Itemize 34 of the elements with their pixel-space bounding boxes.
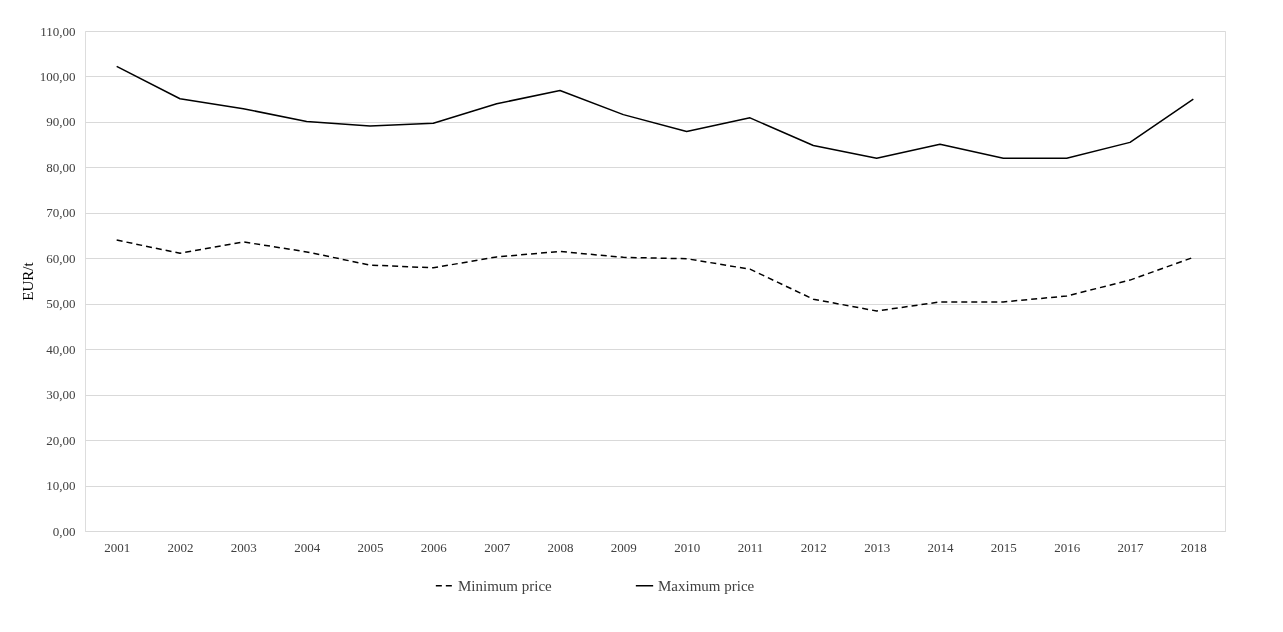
x-tick-label: 2014	[927, 539, 954, 555]
y-tick-label: 110,00	[40, 23, 76, 39]
x-tick-label: 2005	[357, 539, 384, 555]
y-tick-label: 90,00	[46, 114, 76, 130]
legend-label: Minimum price	[458, 577, 553, 594]
y-tick-label: 100,00	[39, 68, 76, 84]
y-tick-label: 0,00	[52, 523, 76, 539]
x-tick-label: 2008	[547, 539, 574, 555]
y-tick-label: 30,00	[46, 387, 76, 403]
x-tick-label: 2010	[674, 539, 701, 555]
x-tick-label: 2013	[864, 539, 891, 555]
y-axis-title: EUR/t	[19, 261, 36, 301]
y-tick-label: 40,00	[46, 341, 76, 357]
y-tick-label: 10,00	[46, 478, 76, 494]
x-tick-label: 2009	[610, 539, 637, 555]
x-tick-label: 2011	[737, 539, 764, 555]
line-series	[115, 65, 1195, 160]
x-tick-label: 2004	[294, 539, 321, 555]
y-tick-label: 50,00	[46, 296, 76, 312]
x-tick-label: 2017	[1117, 539, 1144, 555]
x-tick-label: 2015	[990, 539, 1017, 555]
y-tick-label: 80,00	[46, 159, 76, 175]
legend-label: Maximum price	[658, 577, 755, 594]
y-tick-label: 70,00	[46, 205, 76, 221]
y-tick-label: 20,00	[46, 432, 76, 448]
x-tick-label: 2012	[800, 539, 827, 555]
x-tick-label: 2002	[167, 539, 194, 555]
x-tick-label: 2018	[1180, 539, 1207, 555]
x-tick-label: 2003	[230, 539, 257, 555]
x-tick-label: 2006	[420, 539, 448, 555]
x-tick-label: 2007	[484, 539, 511, 555]
x-tick-label: 2016	[1054, 539, 1081, 555]
y-tick-label: 60,00	[46, 250, 76, 266]
x-tick-label: 2001	[104, 539, 131, 555]
